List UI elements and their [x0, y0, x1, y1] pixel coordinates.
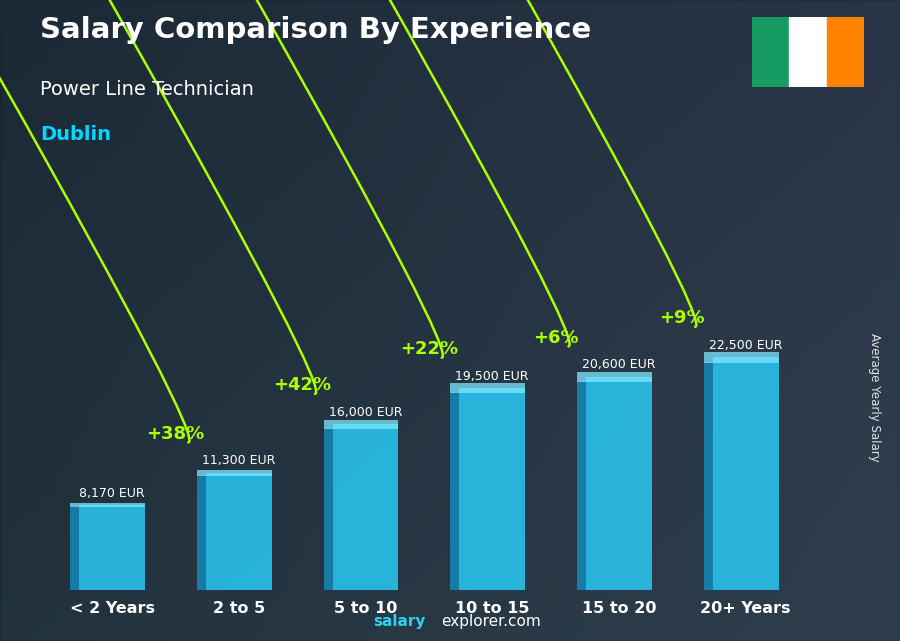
Bar — [70, 503, 145, 508]
Bar — [206, 473, 272, 590]
Bar — [450, 383, 525, 394]
Text: +42%: +42% — [273, 376, 331, 394]
Bar — [332, 424, 399, 590]
Text: 11,300 EUR: 11,300 EUR — [202, 454, 275, 467]
Bar — [197, 470, 272, 476]
Text: 19,500 EUR: 19,500 EUR — [455, 369, 529, 383]
Text: +22%: +22% — [400, 340, 458, 358]
Text: +38%: +38% — [147, 425, 204, 443]
Bar — [789, 17, 826, 87]
Text: +6%: +6% — [533, 329, 579, 347]
Bar — [577, 381, 586, 590]
Text: Salary Comparison By Experience: Salary Comparison By Experience — [40, 16, 592, 44]
Text: 22,500 EUR: 22,500 EUR — [709, 338, 782, 351]
Text: explorer.com: explorer.com — [441, 615, 541, 629]
Bar — [577, 372, 652, 382]
Bar — [450, 392, 459, 590]
Bar — [70, 507, 79, 590]
Bar — [324, 420, 399, 429]
Bar — [79, 505, 145, 590]
Bar — [324, 428, 332, 590]
Text: +9%: +9% — [660, 309, 705, 327]
Text: Average Yearly Salary: Average Yearly Salary — [868, 333, 881, 462]
Bar — [197, 476, 206, 590]
Text: Dublin: Dublin — [40, 125, 112, 144]
Text: 16,000 EUR: 16,000 EUR — [328, 406, 402, 419]
Text: salary: salary — [374, 615, 426, 629]
Bar — [704, 351, 778, 363]
Bar — [586, 377, 652, 590]
Bar — [704, 362, 713, 590]
Bar — [713, 358, 778, 590]
Text: 20,600 EUR: 20,600 EUR — [582, 358, 656, 371]
Bar — [826, 17, 864, 87]
Bar — [459, 388, 525, 590]
Bar — [752, 17, 789, 87]
Text: 8,170 EUR: 8,170 EUR — [79, 487, 145, 499]
Text: Power Line Technician: Power Line Technician — [40, 80, 255, 99]
